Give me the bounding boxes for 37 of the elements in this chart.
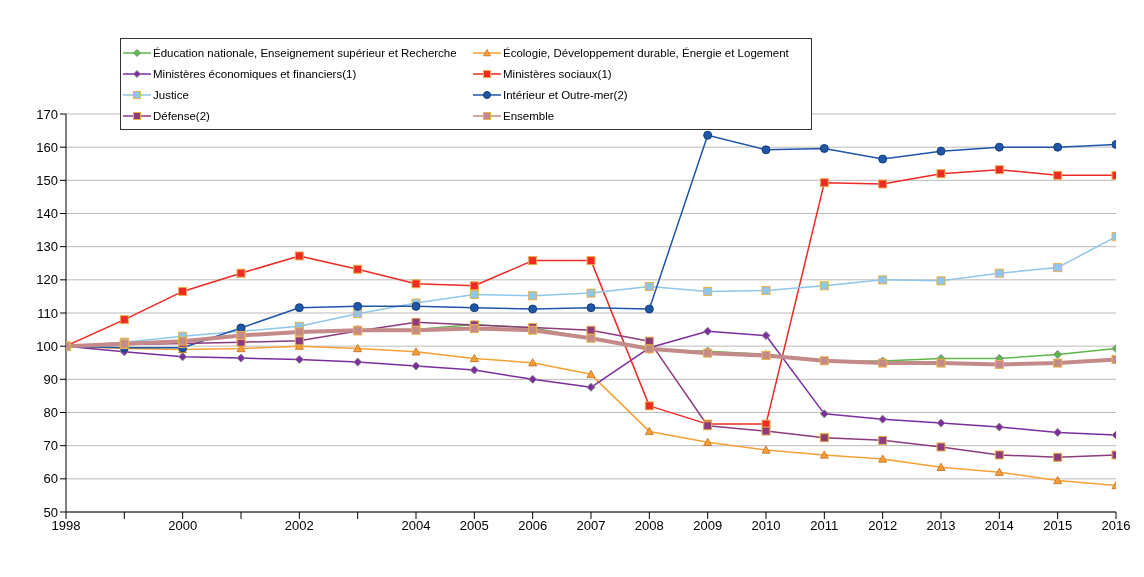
x-tick-label: 2008 (634, 518, 664, 534)
x-tick-label: 2004 (401, 518, 431, 534)
y-tick-label: 130 (36, 239, 58, 255)
x-tick-label: 2000 (168, 518, 198, 534)
y-tick-label: 120 (36, 272, 58, 288)
y-tick-label: 170 (36, 106, 58, 122)
x-tick-label: 1998 (51, 518, 81, 534)
x-tick-label: 2011 (810, 518, 839, 534)
x-tick-label: 2015 (1043, 518, 1073, 534)
x-tick-label: 2014 (984, 518, 1014, 534)
y-tick-label: 80 (43, 405, 58, 421)
x-tick-label: 2002 (284, 518, 314, 534)
x-tick-label: 2013 (926, 518, 956, 534)
legend-label: Défense(2) (153, 109, 210, 122)
x-tick-label: 2007 (576, 518, 606, 534)
legend-label: Intérieur et Outre-mer(2) (503, 88, 628, 101)
y-tick-label: 70 (43, 438, 58, 454)
x-tick-label: 2016 (1101, 518, 1131, 534)
legend-label: Ensemble (503, 109, 555, 122)
x-tick-label: 2006 (518, 518, 548, 534)
y-tick-label: 50 (43, 504, 58, 520)
y-tick-label: 150 (36, 172, 58, 188)
legend-label: Ministères sociaux(1) (503, 67, 612, 80)
legend-label: Éducation nationale, Enseignement supérieur et Recherche (153, 46, 457, 59)
y-tick-label: 90 (43, 371, 58, 387)
legend-label: Écologie, Développement durable, Énergie et Logement (503, 46, 789, 59)
x-tick-label: 2009 (693, 518, 723, 534)
y-tick-label: 160 (36, 139, 58, 155)
y-tick-label: 110 (37, 305, 58, 321)
x-tick-label: 2005 (459, 518, 489, 534)
legend-label: Ministères économiques et financiers(1) (153, 67, 357, 80)
y-tick-label: 140 (36, 206, 58, 222)
y-tick-label: 60 (43, 471, 58, 487)
y-tick-label: 100 (36, 338, 58, 354)
x-tick-label: 2012 (868, 518, 898, 534)
x-tick-label: 2010 (751, 518, 781, 534)
legend-label: Justice (153, 88, 189, 101)
